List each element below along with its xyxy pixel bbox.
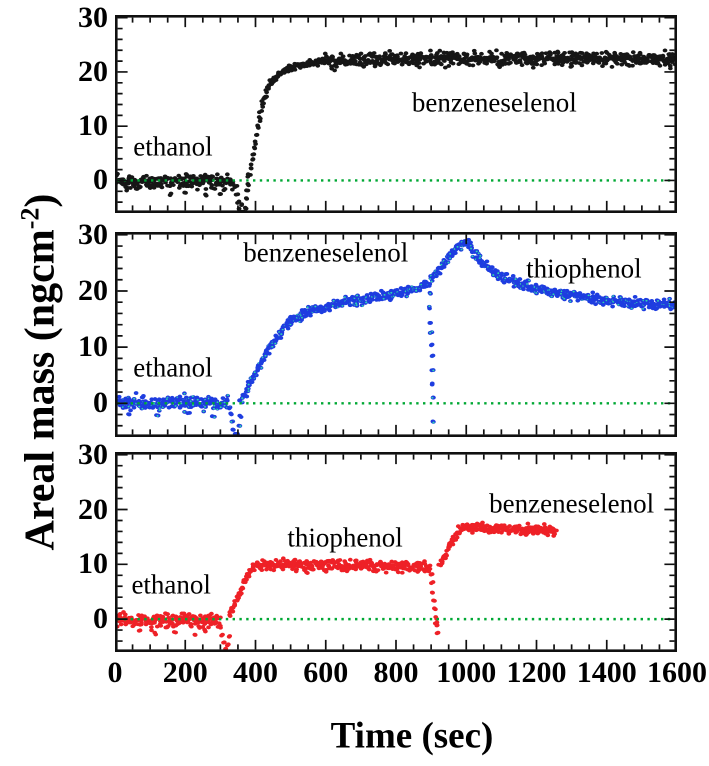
y-tick-label-top-0: 0	[93, 163, 108, 197]
annotation-benzeneselenol-middle: benzeneselenol	[243, 237, 409, 268]
annotation-ethanol-middle: ethanol	[133, 352, 213, 383]
x-tick-label-1600: 1600	[647, 656, 707, 689]
x-tick-label-600: 600	[303, 656, 349, 689]
x-tick-label-1000: 1000	[436, 656, 497, 689]
x-axis-title: Time (sec)	[330, 715, 494, 757]
x-tick-label-400: 400	[233, 656, 278, 689]
y-tick-label-middle-30: 30	[78, 217, 108, 251]
x-tick-label-0: 0	[107, 656, 123, 689]
x-tick-label-1400: 1400	[576, 656, 637, 689]
y-tick-label-top-10: 10	[78, 109, 108, 143]
chart-canvas-top	[115, 15, 677, 213]
x-tick-label-800: 800	[373, 656, 419, 689]
y-tick-label-top-30: 30	[78, 0, 108, 34]
y-tick-label-bottom-0: 0	[93, 602, 108, 636]
y-tick-label-middle-20: 20	[78, 273, 108, 307]
panel-top-black-trace: ethanol benzeneselenol	[115, 15, 677, 213]
y-tick-label-bottom-20: 20	[78, 492, 108, 526]
x-tick-label-1200: 1200	[506, 656, 567, 689]
annotation-benzeneselenol-top: benzeneselenol	[411, 87, 577, 118]
annotation-thiophenol-middle: thiophenol	[526, 253, 642, 283]
chart-canvas-middle	[115, 232, 677, 437]
annotation-ethanol-bottom: ethanol	[131, 569, 211, 600]
x-tick-label-200: 200	[162, 656, 208, 689]
annotation-ethanol-top: ethanol	[133, 131, 213, 162]
y-tick-label-middle-0: 0	[93, 386, 108, 420]
chart-canvas-bottom	[115, 452, 677, 652]
panel-bottom-red-trace: ethanol thiophenol benzeneselenol	[115, 452, 677, 652]
annotation-thiophenol-bottom: thiophenol	[287, 522, 403, 553]
y-tick-label-top-20: 20	[78, 54, 108, 88]
panel-middle-blue-trace: ethanol benzeneselenol thiophenol	[115, 232, 677, 437]
annotation-benzeneselenol-bottom: benzeneselenol	[489, 488, 655, 519]
y-tick-label-bottom-10: 10	[78, 547, 108, 581]
y-tick-label-middle-10: 10	[78, 330, 108, 364]
y-tick-label-bottom-30: 30	[78, 437, 108, 471]
